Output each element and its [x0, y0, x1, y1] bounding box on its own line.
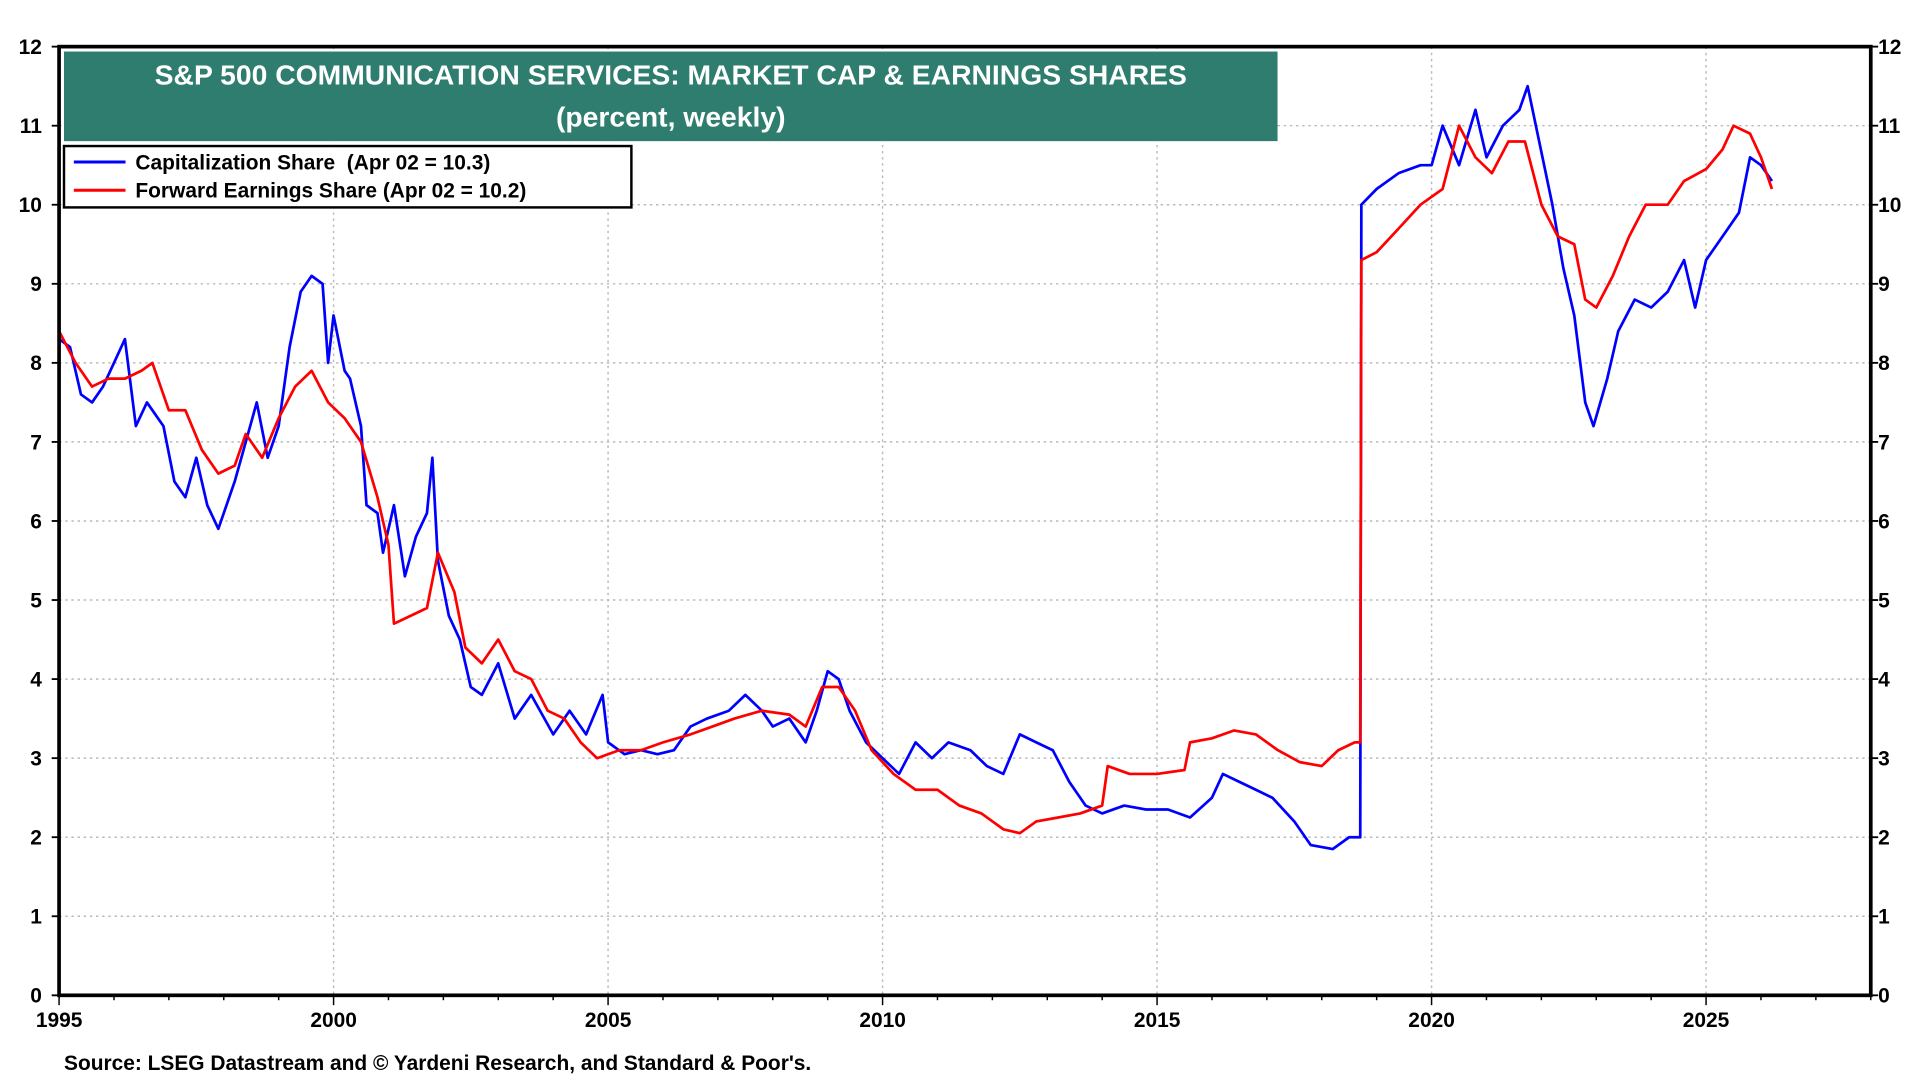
series-lines	[57, 84, 1774, 851]
legend-label-earnings: Forward Earnings Share (Apr 02 = 10.2)	[135, 180, 526, 203]
y-tick-label-left: 8	[30, 352, 42, 375]
y-tick-label-left: 12	[19, 36, 42, 59]
y-tick-label-left: 9	[30, 273, 42, 296]
chart-subtitle: (percent, weekly)	[556, 100, 786, 132]
y-tick-label-right: 4	[1878, 668, 1890, 691]
legend: Capitalization Share (Apr 02 = 10.3) For…	[62, 144, 633, 209]
x-tick-label: 2000	[310, 1009, 357, 1032]
y-tick-label-left: 6	[30, 510, 42, 533]
y-tick-label-right: 2	[1878, 827, 1890, 850]
y-tick-label-left: 1	[30, 906, 42, 929]
y-tick-label-left: 11	[20, 115, 42, 138]
y-tick-label-right: 0	[1878, 985, 1890, 1008]
y-tick-label-right: 1	[1878, 906, 1890, 929]
series-line-forward-earnings-share	[57, 124, 1774, 835]
y-tick-label-right: 9	[1878, 273, 1890, 296]
x-tick-label: 2025	[1683, 1009, 1730, 1032]
x-tick-label: 1995	[36, 1009, 83, 1032]
y-tick-label-right: 8	[1878, 352, 1890, 375]
y-tick-label-left: 5	[30, 589, 42, 612]
y-tick-label-right: 6	[1878, 510, 1890, 533]
y-tick-label-left: 0	[30, 985, 42, 1008]
series-line-capitalization-share	[58, 84, 1774, 851]
y-tick-label-left: 3	[30, 748, 42, 771]
x-tick-label: 2015	[1134, 1009, 1181, 1032]
x-tick-label: 2010	[859, 1009, 906, 1032]
legend-label-cap: Capitalization Share (Apr 02 = 10.3)	[135, 151, 490, 174]
x-tick-label: 2020	[1408, 1009, 1455, 1032]
y-tick-label-left: 7	[30, 431, 42, 454]
y-tick-label-right: 7	[1878, 431, 1890, 454]
y-tick-label-right: 12	[1878, 36, 1901, 59]
y-tick-label-right: 3	[1878, 748, 1890, 771]
y-tick-label-right: 11	[1878, 115, 1900, 138]
chart-title: S&P 500 COMMUNICATION SERVICES: MARKET C…	[155, 59, 1187, 91]
y-tick-label-right: 5	[1878, 589, 1890, 612]
source-note: Source: LSEG Datastream and © Yardeni Re…	[64, 1052, 811, 1075]
y-tick-label-left: 10	[19, 194, 42, 217]
x-tick-label: 2005	[585, 1009, 632, 1032]
title-banner: S&P 500 COMMUNICATION SERVICES: MARKET C…	[64, 51, 1278, 142]
y-tick-label-left: 2	[30, 827, 42, 850]
y-tick-label-left: 4	[30, 668, 42, 691]
y-tick-label-right: 10	[1878, 194, 1901, 217]
